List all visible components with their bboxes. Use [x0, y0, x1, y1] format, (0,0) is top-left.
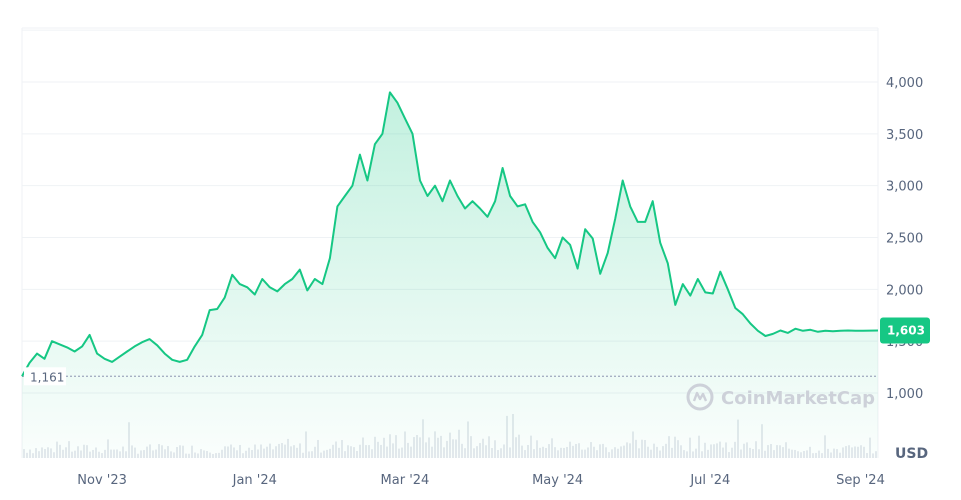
coinmarketcap-logo-icon	[686, 383, 714, 411]
price-area	[22, 92, 878, 459]
x-tick-label: Mar '24	[381, 473, 430, 488]
y-tick-label: 1,000	[886, 387, 923, 402]
open-price-marker: 1,161	[24, 367, 66, 386]
current-price-badge: 1,603	[880, 317, 930, 344]
y-tick-label: 2,000	[886, 283, 923, 298]
x-tick-label: May '24	[532, 473, 583, 488]
x-tick-label: Nov '23	[77, 473, 127, 488]
watermark-text: CoinMarketCap	[721, 388, 875, 409]
y-tick-label: 4,000	[886, 76, 923, 91]
currency-label: USD	[895, 446, 928, 462]
y-tick-label: 2,500	[886, 232, 923, 247]
x-tick-label: Jan '24	[232, 473, 277, 488]
x-tick-label: Jul '24	[689, 473, 730, 488]
x-tick-label: Sep '24	[836, 473, 885, 488]
open-price-label: 1,161	[30, 370, 64, 384]
y-tick-label: 3,000	[886, 180, 923, 195]
watermark: CoinMarketCap	[686, 383, 875, 411]
x-axis: Nov '23 Jan '24 Mar '24 May '24 Jul '24 Sep '…	[77, 473, 885, 488]
price-line	[21, 91, 879, 377]
current-price-label: 1,603	[887, 323, 925, 337]
y-tick-label: 3,500	[886, 128, 923, 143]
